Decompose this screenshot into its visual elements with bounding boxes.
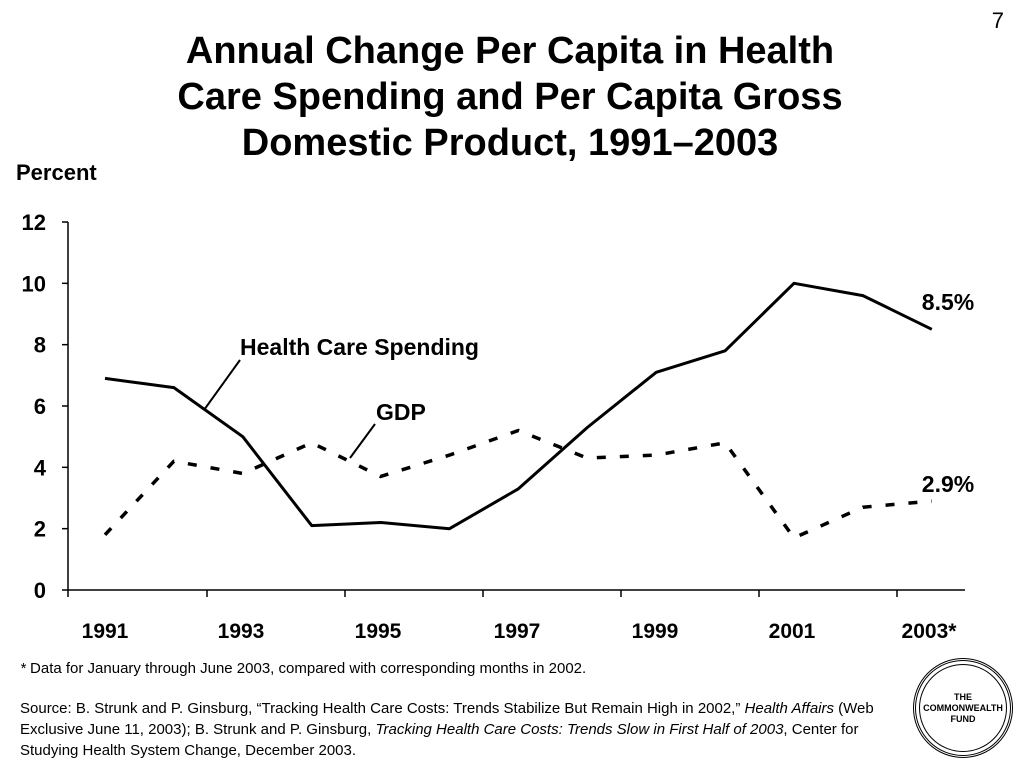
- x-tick-label: 1991: [82, 620, 129, 643]
- health-care-spending-label: Health Care Spending: [240, 334, 479, 360]
- y-tick-label: 4: [34, 455, 47, 480]
- health-care-end-label: 8.5%: [922, 289, 974, 315]
- chart-title: Annual Change Per Capita in Health Care …: [177, 30, 843, 164]
- x-tick-label: 1995: [355, 620, 402, 643]
- gdp-leader: [349, 423, 376, 459]
- x-tick-label: 2003*: [902, 620, 958, 643]
- x-tick-label: 1997: [494, 620, 541, 643]
- gdp-line: [103, 428, 932, 540]
- source-report-title: Tracking Health Care Costs: Trends Slow …: [375, 721, 784, 738]
- source-journal: Health Affairs: [744, 700, 834, 717]
- gdp-end-label: 2.9%: [922, 471, 974, 497]
- y-tick-label: 12: [22, 210, 46, 235]
- page-number: 7: [991, 8, 1004, 33]
- line-chart: 0 2 4 6 8 10 12 1991 1993 1995 1997 1999 2001 2003* He…: [22, 210, 975, 643]
- y-tick-label: 6: [34, 394, 46, 419]
- footnote-marker: *: [20, 660, 26, 677]
- x-tick-label: 2001: [769, 620, 816, 643]
- x-tick-label: 1993: [218, 620, 265, 643]
- commonwealth-fund-logo: THE COMMONWEALTH FUND: [913, 658, 1013, 758]
- gdp-label: GDP: [376, 399, 426, 425]
- source-text-3: , Center for Studying Health System Chan…: [20, 721, 859, 759]
- health-care-spending-line: [104, 281, 933, 531]
- logo-text: THE COMMONWEALTH FUND: [919, 664, 1007, 752]
- footnote-text: Data for January through June 2003, comp…: [30, 660, 587, 677]
- source-citation: Source: B. Strunk and P. Ginsburg, “Trac…: [20, 698, 880, 761]
- y-tick-label: 10: [22, 271, 46, 296]
- y-axis-label: Percent: [16, 160, 97, 185]
- y-tick-label: 2: [34, 517, 46, 542]
- health-care-spending-leader: [203, 359, 241, 411]
- source-text-2: (Web Exclusive June 11, 2003); B. Strunk…: [20, 700, 874, 738]
- footnote: * Data for January through June 2003, co…: [20, 660, 586, 677]
- y-tick-label: 0: [34, 578, 46, 603]
- x-tick-label: 1999: [632, 620, 679, 643]
- y-tick-label: 8: [34, 333, 46, 358]
- source-text-1: Source: B. Strunk and P. Ginsburg, “Trac…: [20, 700, 745, 717]
